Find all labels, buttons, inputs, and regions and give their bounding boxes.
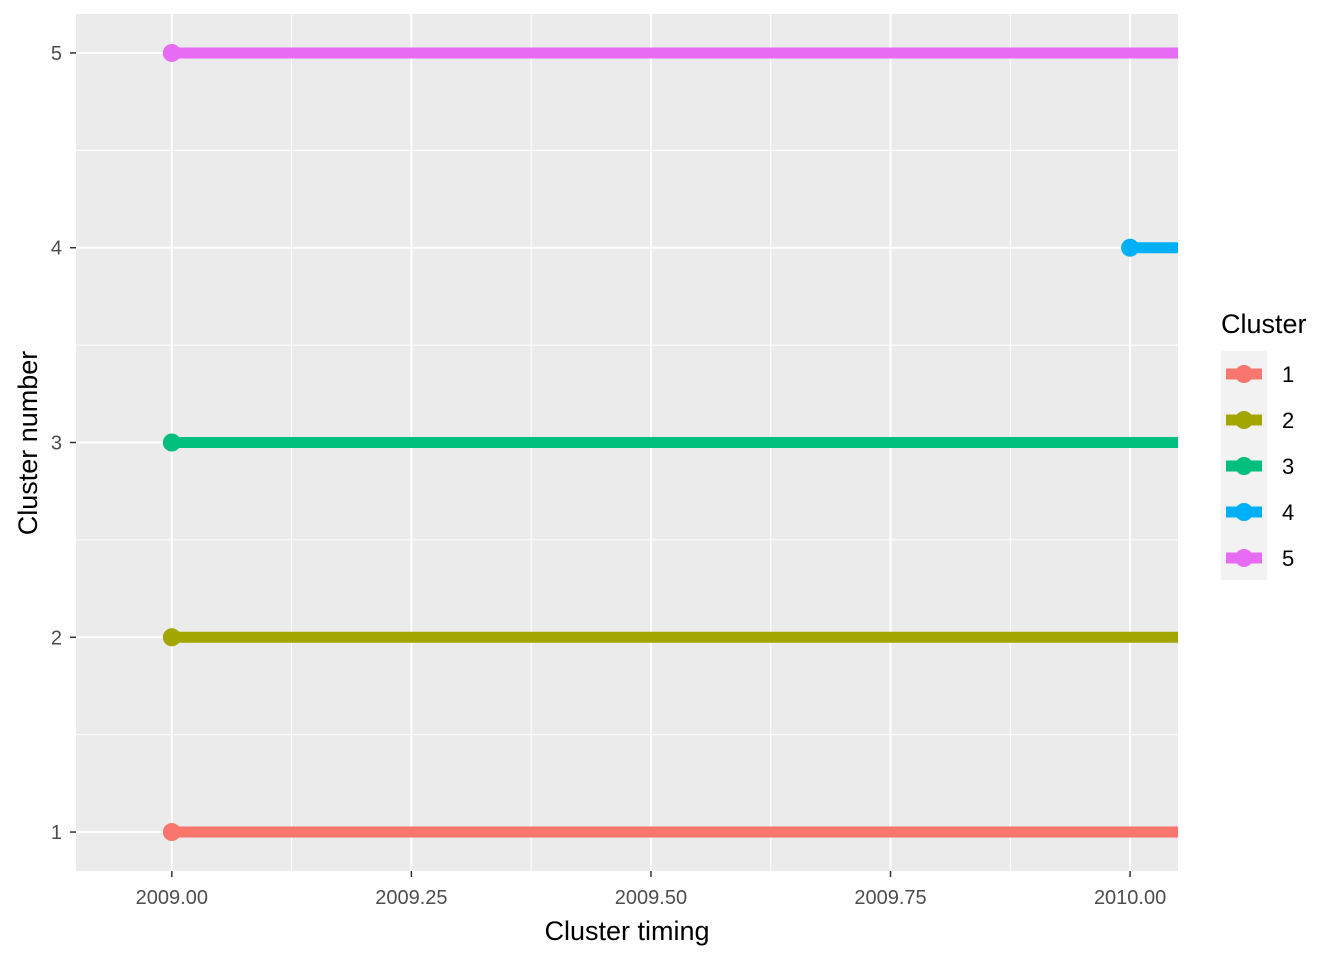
legend-item-5: 5 bbox=[1226, 546, 1294, 571]
y-tick-label: 3 bbox=[51, 433, 62, 455]
series-point-5 bbox=[162, 43, 181, 62]
legend-key-point bbox=[1235, 365, 1253, 383]
series-2 bbox=[162, 628, 1178, 647]
legend-label: 4 bbox=[1282, 500, 1294, 525]
legend-key-point bbox=[1235, 457, 1253, 475]
x-tick-label: 2009.25 bbox=[375, 887, 447, 909]
legend-item-4: 4 bbox=[1226, 500, 1294, 525]
legend-item-3: 3 bbox=[1226, 454, 1294, 479]
y-tick-label: 5 bbox=[51, 43, 62, 65]
legend-title: Cluster bbox=[1221, 309, 1307, 339]
series-1 bbox=[162, 823, 1178, 842]
y-tick-label: 2 bbox=[51, 627, 62, 649]
series-3 bbox=[162, 433, 1178, 452]
y-tick-label: 1 bbox=[51, 822, 62, 844]
legend-items: 1 2 3 4 5 bbox=[1226, 362, 1294, 571]
series-point-2 bbox=[162, 628, 181, 647]
x-tick-label: 2009.50 bbox=[615, 887, 687, 909]
y-axis-title: Cluster number bbox=[13, 351, 43, 536]
x-axis-title: Cluster timing bbox=[544, 916, 709, 946]
x-tick-label: 2009.75 bbox=[854, 887, 926, 909]
legend-item-2: 2 bbox=[1226, 408, 1294, 433]
series-point-4 bbox=[1121, 238, 1140, 257]
legend-key-point bbox=[1235, 411, 1253, 429]
series-point-1 bbox=[162, 823, 181, 842]
series-4 bbox=[1121, 238, 1178, 257]
legend-key-point bbox=[1235, 549, 1253, 567]
legend-key-point bbox=[1235, 503, 1253, 521]
legend-label: 5 bbox=[1282, 546, 1294, 571]
legend-item-1: 1 bbox=[1226, 362, 1294, 387]
legend-label: 3 bbox=[1282, 454, 1294, 479]
series-point-3 bbox=[162, 433, 181, 452]
x-tick-label: 2010.00 bbox=[1094, 887, 1166, 909]
legend: Cluster 1 2 3 4 5 bbox=[1221, 309, 1307, 580]
x-axis: 2009.00 2009.25 2009.50 2009.75 2010.00 bbox=[136, 871, 1166, 909]
series-5 bbox=[162, 43, 1178, 62]
series-layer bbox=[162, 43, 1178, 842]
x-tick-label: 2009.00 bbox=[136, 887, 208, 909]
y-axis: 1 2 3 4 5 bbox=[51, 43, 76, 844]
y-tick-label: 4 bbox=[51, 238, 62, 260]
legend-label: 2 bbox=[1282, 408, 1294, 433]
legend-label: 1 bbox=[1282, 362, 1294, 387]
